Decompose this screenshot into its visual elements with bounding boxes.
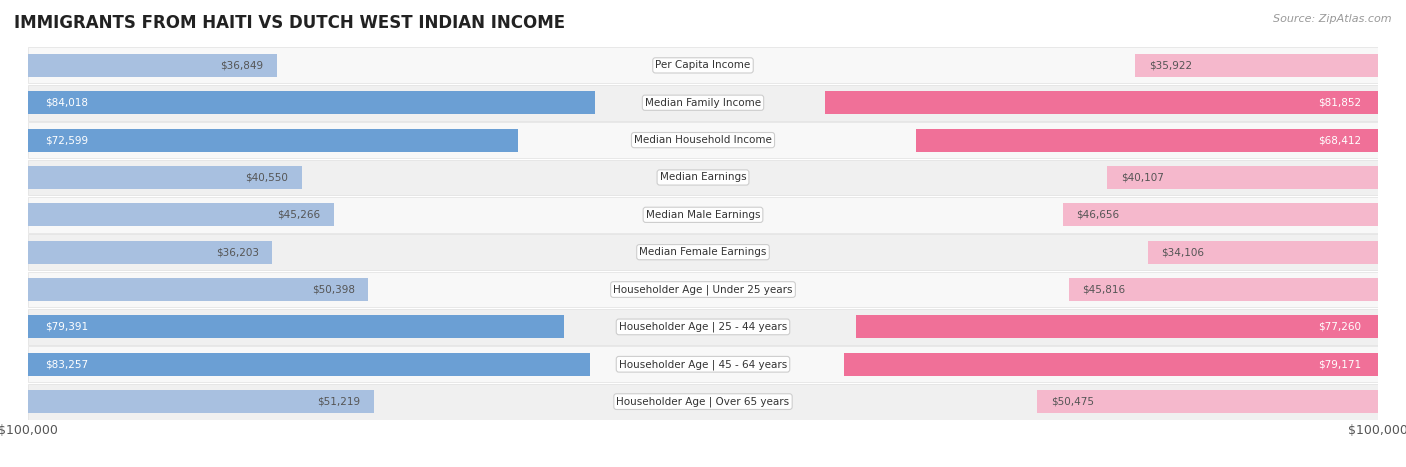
Text: $79,391: $79,391 [45,322,89,332]
Bar [28,234,1378,270]
Text: $45,816: $45,816 [1083,284,1125,295]
Text: Householder Age | 45 - 64 years: Householder Age | 45 - 64 years [619,359,787,369]
Text: $81,852: $81,852 [1317,98,1361,108]
Bar [28,166,302,189]
Bar [28,315,564,339]
Bar [1038,390,1378,413]
Text: IMMIGRANTS FROM HAITI VS DUTCH WEST INDIAN INCOME: IMMIGRANTS FROM HAITI VS DUTCH WEST INDI… [14,14,565,32]
Bar [28,122,1378,158]
Text: Householder Age | Over 65 years: Householder Age | Over 65 years [616,396,790,407]
Text: $46,656: $46,656 [1077,210,1119,220]
Bar [28,85,1378,120]
Text: $45,266: $45,266 [277,210,321,220]
Bar [917,128,1378,152]
Bar [28,48,1378,83]
Bar [1147,241,1378,264]
Text: Per Capita Income: Per Capita Income [655,60,751,71]
Text: $40,107: $40,107 [1121,172,1164,183]
Bar [1063,203,1378,226]
Bar [28,128,517,152]
Bar [1069,278,1378,301]
Text: $83,257: $83,257 [45,359,89,369]
Text: Median Household Income: Median Household Income [634,135,772,145]
Bar [28,54,277,77]
Text: $77,260: $77,260 [1317,322,1361,332]
Text: $36,203: $36,203 [217,247,259,257]
Bar [28,160,1378,195]
Text: $68,412: $68,412 [1317,135,1361,145]
Bar [28,390,374,413]
Bar [28,347,1378,382]
Bar [28,278,368,301]
Text: $79,171: $79,171 [1317,359,1361,369]
Text: $51,219: $51,219 [318,396,360,407]
Bar [1136,54,1378,77]
Text: $72,599: $72,599 [45,135,89,145]
Bar [28,272,1378,307]
Text: $34,106: $34,106 [1161,247,1204,257]
Bar [28,309,1378,345]
Bar [28,353,591,376]
Bar [28,203,333,226]
Bar [28,384,1378,419]
Text: $36,849: $36,849 [221,60,263,71]
Bar [28,91,595,114]
Text: Source: ZipAtlas.com: Source: ZipAtlas.com [1274,14,1392,24]
Text: $50,475: $50,475 [1050,396,1094,407]
Bar [856,315,1378,339]
Text: $40,550: $40,550 [246,172,288,183]
Bar [844,353,1378,376]
Text: $35,922: $35,922 [1149,60,1192,71]
Text: Median Earnings: Median Earnings [659,172,747,183]
Bar [28,197,1378,233]
Text: Median Family Income: Median Family Income [645,98,761,108]
Text: Median Male Earnings: Median Male Earnings [645,210,761,220]
Text: Householder Age | Under 25 years: Householder Age | Under 25 years [613,284,793,295]
Text: Median Female Earnings: Median Female Earnings [640,247,766,257]
Text: $84,018: $84,018 [45,98,89,108]
Text: $50,398: $50,398 [312,284,354,295]
Bar [1107,166,1378,189]
Text: Householder Age | 25 - 44 years: Householder Age | 25 - 44 years [619,322,787,332]
Bar [28,241,273,264]
Bar [825,91,1378,114]
